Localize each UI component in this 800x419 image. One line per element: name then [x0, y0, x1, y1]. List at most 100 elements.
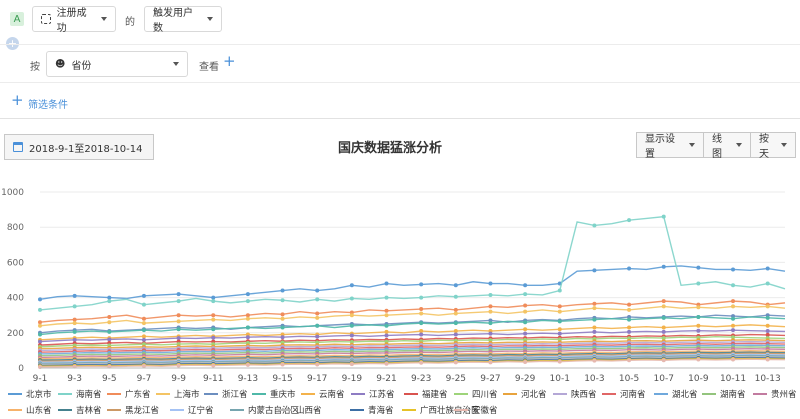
- data-point: [557, 359, 562, 364]
- y-tick-label: 1000: [1, 188, 24, 198]
- data-point: [488, 309, 493, 314]
- legend-label: 吉林省: [76, 406, 102, 416]
- data-point: [765, 357, 770, 362]
- data-point: [523, 292, 528, 297]
- group-by-select[interactable]: ☻ 省份: [46, 51, 188, 77]
- add-formula-icon[interactable]: +: [6, 37, 19, 50]
- legend-item[interactable]: 浙江省: [204, 388, 248, 400]
- data-point: [488, 292, 493, 297]
- data-point: [765, 329, 770, 334]
- data-point: [696, 314, 701, 319]
- event-icon: [41, 14, 51, 24]
- data-point: [176, 319, 181, 324]
- data-point: [592, 329, 597, 334]
- y-tick-label: 600: [7, 258, 24, 268]
- legend-item[interactable]: 青海省: [350, 404, 394, 416]
- add-view-icon[interactable]: +: [223, 52, 236, 70]
- legend-item[interactable]: 云南省: [301, 388, 345, 400]
- data-point: [38, 323, 42, 328]
- data-point: [592, 325, 597, 330]
- data-point: [72, 317, 77, 322]
- data-point: [349, 313, 354, 318]
- data-point: [107, 299, 112, 304]
- legend-item[interactable]: 海南省: [58, 388, 102, 400]
- legend-item[interactable]: 上海市: [156, 388, 200, 400]
- event-select[interactable]: 注册成功: [32, 6, 116, 34]
- x-tick-label: 9-11: [203, 374, 223, 384]
- legend-item[interactable]: 河南省: [602, 388, 646, 400]
- data-point: [211, 363, 216, 368]
- x-tick-label: 9-29: [515, 374, 536, 384]
- granularity-label: 按天: [759, 134, 769, 160]
- data-point: [245, 335, 250, 340]
- legend-item[interactable]: 湖南省: [702, 388, 746, 400]
- x-tick-label: 9-23: [411, 374, 431, 384]
- legend-swatch: [404, 393, 418, 395]
- data-point: [176, 327, 181, 332]
- data-point: [731, 316, 736, 321]
- legend-label: 山西省: [296, 406, 322, 416]
- display-settings-button[interactable]: 显示设置: [636, 132, 704, 160]
- legend-item[interactable]: 贵州省: [753, 388, 797, 400]
- legend-item[interactable]: 山西省: [278, 404, 322, 416]
- divider: [0, 82, 800, 83]
- data-point: [523, 320, 528, 325]
- x-tick-label: 9-3: [67, 374, 82, 384]
- data-point: [523, 327, 528, 332]
- y-tick-label: 800: [7, 223, 24, 233]
- legend-item[interactable]: 山东省: [8, 404, 52, 416]
- legend-item[interactable]: 吉林省: [58, 404, 102, 416]
- data-point: [661, 329, 666, 334]
- legend-item[interactable]: 湖北省: [654, 388, 698, 400]
- filter-condition-link[interactable]: 筛选条件: [28, 100, 68, 111]
- legend-item[interactable]: 重庆市: [252, 388, 296, 400]
- legend-swatch: [503, 393, 517, 395]
- legend-item[interactable]: 内蒙古自治区: [230, 404, 299, 416]
- data-point: [523, 283, 528, 288]
- legend-item[interactable]: 广西壮族自治区: [402, 404, 480, 416]
- data-point: [176, 299, 181, 304]
- data-point: [141, 337, 146, 342]
- legend-item[interactable]: 北京市: [8, 388, 52, 400]
- data-point: [72, 293, 77, 298]
- data-point: [627, 358, 632, 363]
- by-label: 按: [30, 62, 40, 73]
- granularity-button[interactable]: 按天: [750, 132, 796, 160]
- data-point: [245, 316, 250, 321]
- legend-item[interactable]: 广东省: [107, 388, 151, 400]
- metric-select[interactable]: 触发用户数: [144, 6, 222, 34]
- legend-item[interactable]: 辽宁省: [170, 404, 214, 416]
- add-filter-icon[interactable]: +: [11, 91, 24, 109]
- chart-type-button[interactable]: 线图: [703, 132, 751, 160]
- data-point: [419, 282, 424, 287]
- legend-item[interactable]: 安徽省: [454, 404, 498, 416]
- data-point: [592, 301, 597, 306]
- legend-label: 青海省: [368, 406, 394, 416]
- formula-badge: A: [10, 12, 24, 26]
- legend-label: 江苏省: [369, 390, 395, 400]
- data-point: [453, 332, 458, 337]
- data-point: [211, 335, 216, 340]
- data-point: [453, 311, 458, 316]
- data-point: [696, 323, 701, 328]
- legend-label: 云南省: [319, 390, 345, 400]
- data-point: [176, 313, 181, 318]
- data-point: [141, 293, 146, 298]
- data-point: [731, 323, 736, 328]
- series-line: [39, 300, 786, 323]
- legend-item[interactable]: 福建省: [404, 388, 448, 400]
- data-point: [419, 311, 424, 316]
- series-line: [39, 352, 786, 363]
- legend-item[interactable]: 黑龙江省: [107, 404, 159, 416]
- legend-item[interactable]: 河北省: [503, 388, 547, 400]
- data-point: [384, 323, 389, 328]
- series-line: [39, 340, 786, 352]
- date-range-picker[interactable]: 2018-9-1至2018-10-14: [4, 134, 154, 160]
- legend-item[interactable]: 陕西省: [553, 388, 597, 400]
- legend-item[interactable]: 江苏省: [351, 388, 395, 400]
- chart-title: 国庆数据猛涨分析: [337, 141, 442, 156]
- data-point: [696, 305, 701, 310]
- legend-swatch: [8, 393, 22, 395]
- legend-item[interactable]: 四川省: [454, 388, 498, 400]
- data-point: [211, 299, 216, 304]
